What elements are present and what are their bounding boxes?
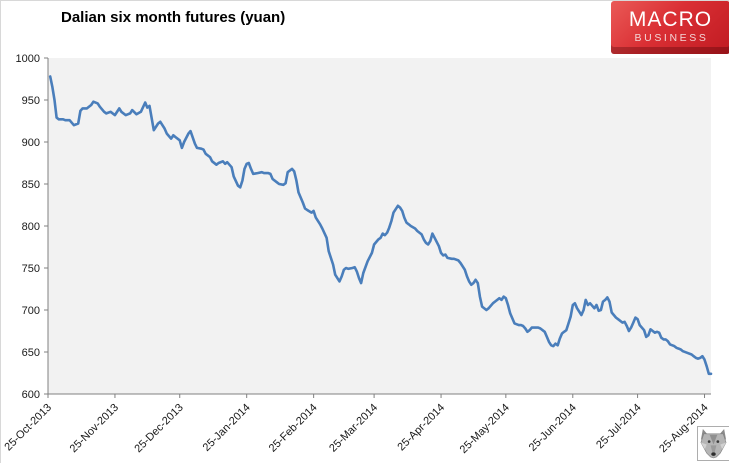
logo-text-macro: MACRO: [628, 7, 713, 31]
x-tick-label: 25-Mar-2014: [327, 402, 380, 455]
plot-area-bg: [48, 58, 711, 394]
x-tick-label: 25-Jun-2014: [527, 402, 579, 454]
x-tick-label: 25-Dec-2013: [132, 402, 185, 455]
logo-text-business: BUSINESS: [634, 31, 709, 44]
x-tick-label: 25-May-2014: [458, 402, 512, 456]
y-tick-label: 800: [22, 221, 40, 233]
y-tick-label: 600: [22, 389, 40, 401]
chart-title: Dalian six month futures (yuan): [61, 9, 286, 26]
x-tick-label: 25-Jul-2014: [594, 402, 644, 452]
y-tick-label: 850: [22, 179, 40, 191]
y-tick-label: 950: [22, 95, 40, 107]
x-tick-label: 25-Apr-2014: [395, 402, 447, 454]
x-tick-label: 25-Nov-2013: [68, 402, 121, 455]
wolf-icon: [700, 429, 727, 459]
x-tick-label: 25-Jan-2014: [201, 402, 253, 454]
wolf-emblem: [697, 426, 729, 461]
y-tick-label: 650: [22, 347, 40, 359]
series-line: [48, 75, 713, 376]
x-tick-label: 25-Feb-2014: [267, 402, 320, 455]
macrobusiness-logo: MACRO BUSINESS: [611, 1, 729, 54]
y-tick-label: 750: [22, 263, 40, 275]
y-tick-label: 900: [22, 137, 40, 149]
y-tick-label: 700: [22, 305, 40, 317]
x-tick-label: 25-Oct-2013: [2, 402, 54, 454]
y-tick-label: 1000: [16, 53, 40, 65]
